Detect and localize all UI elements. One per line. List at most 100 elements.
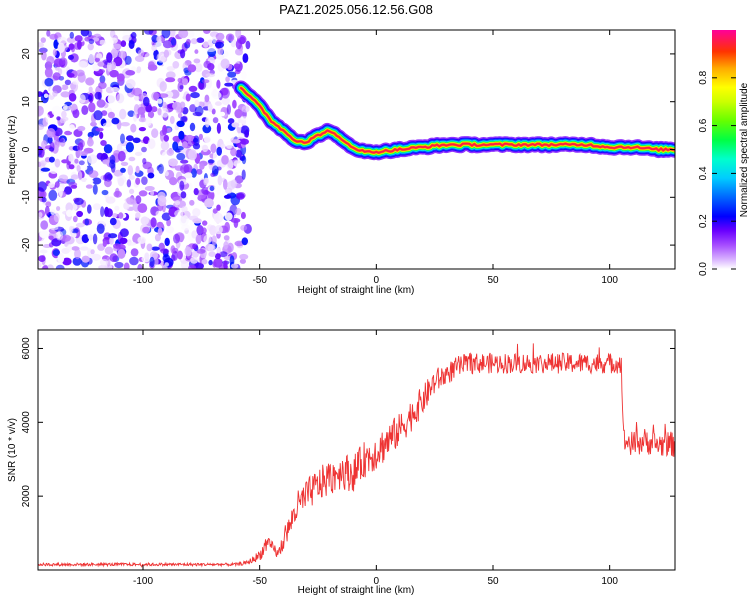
noise-blob — [205, 73, 216, 78]
noise-blob — [138, 127, 146, 132]
noise-blob — [149, 256, 155, 268]
noise-blob — [223, 179, 228, 190]
noise-blob — [71, 246, 79, 251]
noise-blob — [61, 84, 69, 91]
noise-blob — [116, 102, 124, 110]
noise-blob — [41, 50, 47, 61]
noise-blob — [151, 128, 159, 139]
noise-blob — [184, 172, 193, 179]
noise-blob — [166, 66, 176, 71]
noise-blob — [50, 209, 56, 216]
noise-blob — [87, 30, 92, 37]
noise-blob — [96, 152, 104, 160]
noise-blob — [169, 115, 175, 125]
noise-blob — [66, 244, 73, 252]
colorbar-axis: 0.0 0.2 0.4 0.6 0.8 — [698, 70, 736, 276]
noise-blob — [45, 201, 52, 208]
noise-blob — [173, 233, 180, 244]
noise-blob — [56, 116, 61, 121]
x-tick-label: -100 — [133, 576, 153, 587]
noise-blob — [77, 40, 82, 50]
noise-blob — [52, 90, 58, 97]
noise-blob — [105, 208, 113, 218]
noise-blob — [212, 35, 217, 44]
noise-blob — [225, 140, 233, 149]
y-tick-label: 6000 — [21, 337, 32, 360]
spectrogram-plot-area — [38, 30, 675, 269]
noise-blob — [135, 177, 141, 185]
noise-blob — [243, 130, 249, 138]
y-tick-label: -20 — [21, 237, 32, 252]
noise-blob — [154, 264, 163, 269]
noise-blob — [190, 257, 199, 264]
noise-blob — [212, 165, 219, 175]
noise-blob — [78, 160, 85, 166]
noise-blob — [53, 58, 64, 68]
noise-blob — [189, 199, 195, 206]
noise-blob — [235, 207, 242, 216]
noise-blob — [107, 93, 116, 105]
noise-blob — [48, 235, 54, 240]
noise-blob — [215, 32, 225, 41]
noise-blob — [128, 40, 135, 49]
noise-blob — [208, 259, 213, 266]
noise-blob — [212, 208, 218, 214]
noise-blob — [134, 151, 143, 156]
noise-blob — [137, 203, 148, 214]
noise-blob — [81, 255, 90, 263]
noise-blob — [61, 110, 67, 118]
noise-blob — [55, 264, 65, 269]
noise-blob — [85, 184, 93, 189]
noise-blob — [52, 72, 61, 81]
noise-blob — [145, 116, 152, 127]
noise-blob — [164, 262, 169, 267]
noise-blob — [201, 79, 210, 84]
noise-blob — [107, 111, 115, 119]
noise-blob — [120, 133, 125, 144]
noise-blob — [216, 146, 222, 156]
noise-blob — [77, 142, 84, 151]
noise-blob — [145, 104, 153, 113]
noise-blob — [81, 105, 89, 115]
noise-blob — [207, 62, 215, 71]
noise-blob — [211, 108, 216, 115]
noise-blob — [102, 240, 107, 247]
x-tick-label: 0 — [374, 275, 380, 286]
noise-blob — [196, 225, 204, 236]
noise-blob — [160, 248, 170, 254]
noise-blob — [50, 225, 59, 231]
noise-blob — [230, 218, 241, 223]
noise-blob — [75, 69, 85, 77]
noise-blob — [211, 91, 222, 100]
noise-blob — [207, 103, 213, 112]
noise-blob — [38, 212, 43, 218]
noise-blob — [135, 165, 140, 174]
snr-panel: -100 -50 0 50 100 2000 4000 6000 Height of stra… — [7, 329, 676, 596]
noise-blob — [202, 124, 212, 134]
noise-blob — [49, 33, 58, 40]
noise-blob — [60, 91, 71, 98]
noise-blob — [235, 149, 242, 158]
noise-blob — [102, 159, 110, 165]
noise-blob — [38, 124, 45, 130]
noise-blob — [232, 99, 237, 109]
noise-blob — [213, 258, 223, 268]
noise-blob — [235, 30, 242, 39]
noise-blob — [226, 104, 231, 115]
noise-blob — [109, 236, 114, 245]
noise-blob — [118, 212, 124, 219]
x-tick-label: -50 — [252, 275, 267, 286]
noise-blob — [100, 140, 107, 146]
noise-blob — [90, 121, 97, 127]
noise-blob — [230, 148, 237, 157]
noise-blob — [61, 159, 68, 164]
noise-blob — [92, 177, 102, 185]
noise-blob — [191, 230, 197, 239]
snr-series-line — [38, 343, 675, 568]
noise-blob — [213, 151, 217, 162]
noise-blob — [186, 30, 195, 38]
noise-blob — [165, 226, 175, 234]
noise-blob — [46, 264, 54, 269]
noise-blob — [180, 191, 187, 199]
noise-blob — [42, 264, 49, 269]
